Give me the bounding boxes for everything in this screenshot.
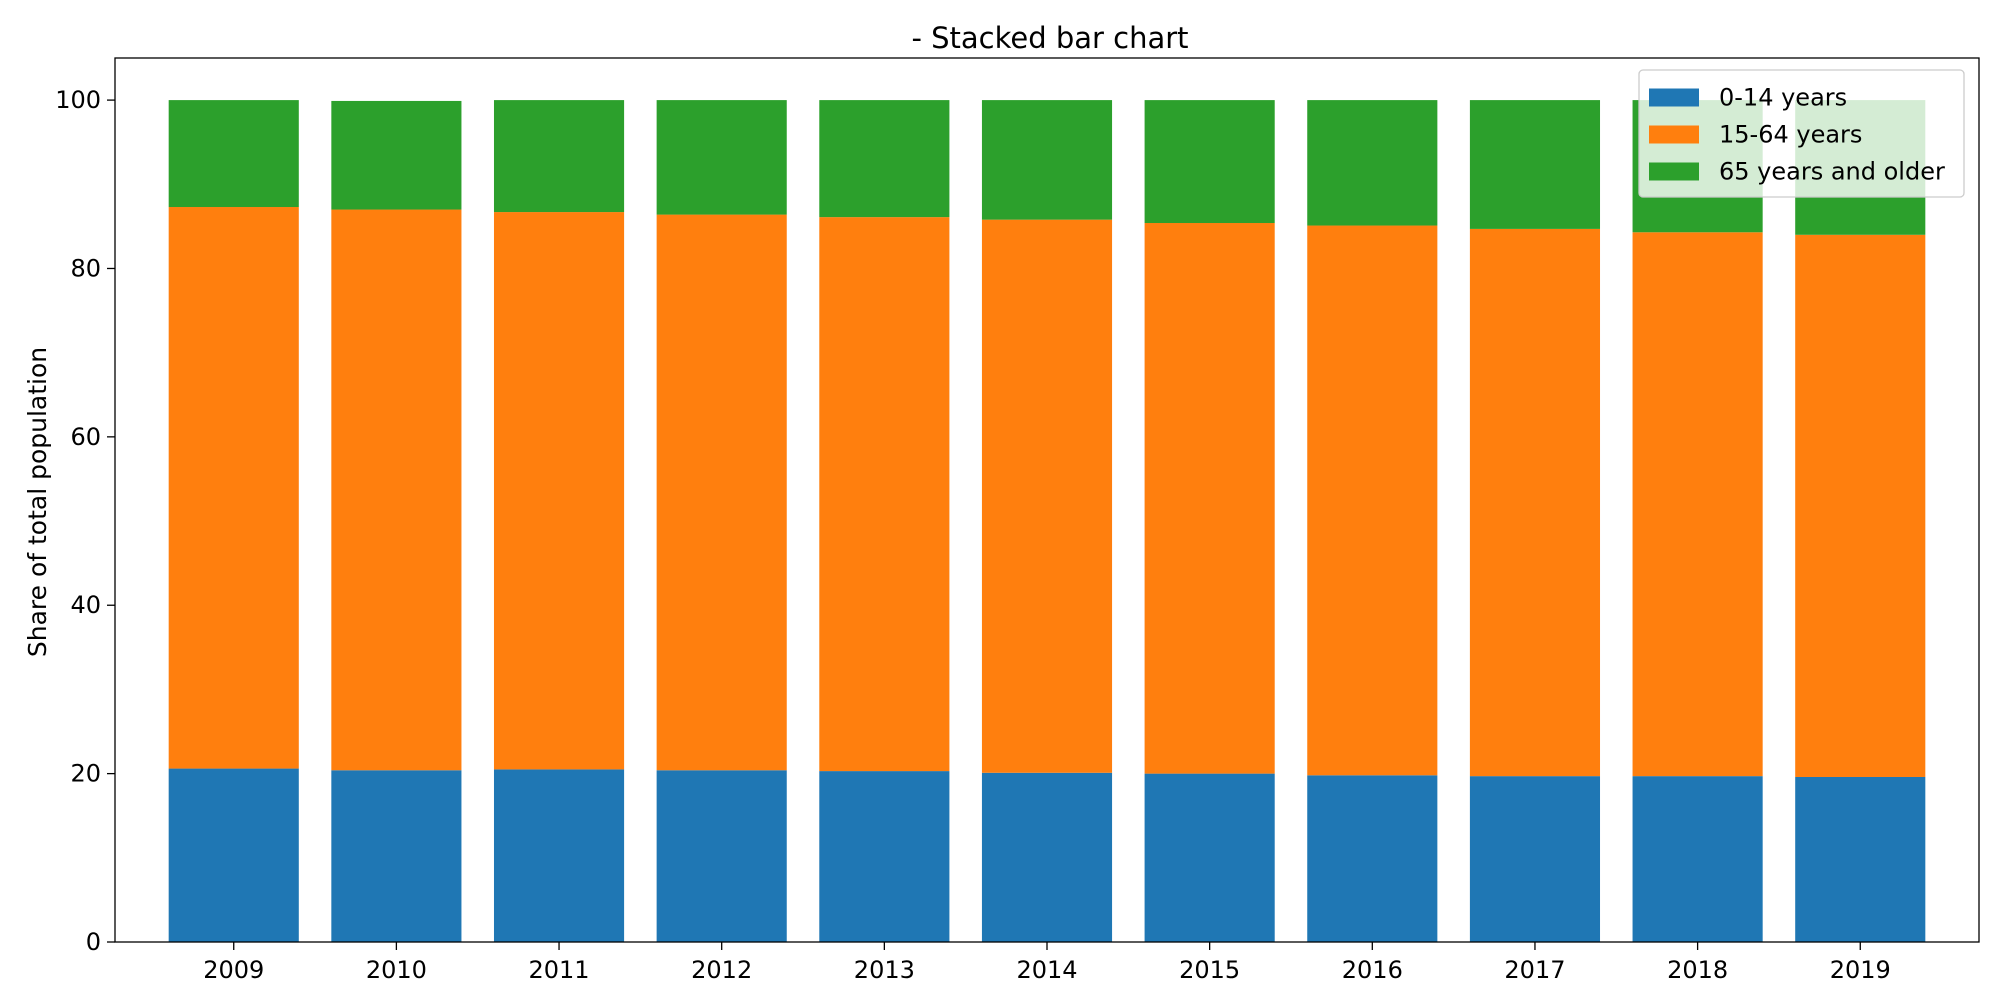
bar-segment-2017-series-0: [1469, 776, 1601, 942]
legend-swatch-1: [1649, 125, 1699, 144]
bar-segment-2012-series-2: [656, 100, 787, 215]
bar-segment-2010-series-0: [331, 770, 462, 942]
bar-segment-2016-series-1: [1307, 225, 1438, 776]
bar-segment-2009-series-2: [168, 100, 299, 208]
bar-segment-2009-series-0: [168, 768, 299, 942]
bar-segment-2015-series-2: [1144, 100, 1275, 224]
bar-segment-2018-series-0: [1632, 776, 1763, 942]
bar-segment-2012-series-1: [656, 214, 787, 771]
bar-segment-2009-series-1: [168, 207, 299, 769]
y-tick-label: 0: [86, 928, 101, 956]
bar-segment-2017-series-1: [1469, 228, 1601, 777]
bar-segment-2018-series-1: [1632, 232, 1763, 777]
x-tick-label: 2014: [1016, 956, 1077, 984]
x-tick-label: 2019: [1830, 956, 1891, 984]
legend-swatch-2: [1649, 162, 1699, 181]
bar-segment-2016-series-0: [1307, 775, 1438, 942]
bar-segment-2011-series-1: [493, 212, 625, 770]
legend-label-2: 65 years and older: [1719, 158, 1945, 186]
bar-segment-2014-series-2: [981, 100, 1113, 220]
bar-segment-2013-series-0: [819, 771, 950, 942]
bar-segment-2013-series-2: [819, 100, 950, 218]
x-tick-label: 2017: [1504, 956, 1565, 984]
y-tick-label: 100: [55, 86, 101, 114]
plot-area-frame: [114, 57, 1980, 943]
legend-frame: [1638, 69, 1965, 198]
x-tick-label: 2010: [366, 956, 427, 984]
legend: 0-14 years 15-64 years 65 years and older: [1638, 69, 1965, 198]
bar-segment-2012-series-0: [656, 770, 787, 942]
legend-label-0: 0-14 years: [1719, 84, 1847, 112]
y-axis-label: Share of total population: [23, 347, 52, 657]
y-tick-label: 80: [70, 254, 101, 282]
y-tick-label: 40: [70, 591, 101, 619]
bar-segment-2016-series-2: [1307, 100, 1438, 226]
bar-segment-2010-series-1: [331, 209, 462, 771]
y-tick-label: 60: [70, 423, 101, 451]
bar-segment-2014-series-1: [981, 219, 1113, 773]
ticks-layer: 0 20 40 60 80 100 2009 2010 2011 2012 2013 2014 2015…: [55, 86, 1891, 984]
bar-segment-2011-series-2: [493, 100, 625, 213]
bar-segment-2019-series-1: [1795, 234, 1926, 777]
y-tick-label: 20: [70, 760, 101, 788]
bar-segment-2015-series-1: [1144, 223, 1275, 774]
x-tick-label: 2018: [1667, 956, 1728, 984]
x-tick-label: 2009: [203, 956, 264, 984]
x-tick-label: 2015: [1179, 956, 1240, 984]
x-tick-label: 2011: [529, 956, 590, 984]
bar-segment-2013-series-1: [819, 217, 950, 772]
x-tick-label: 2016: [1342, 956, 1403, 984]
x-tick-label: 2013: [854, 956, 915, 984]
bar-segment-2010-series-2: [331, 100, 462, 210]
bar-segment-2011-series-0: [493, 769, 625, 942]
bar-segment-2017-series-2: [1469, 100, 1601, 229]
bar-segment-2019-series-0: [1795, 776, 1926, 942]
chart-title: - Stacked bar chart: [911, 21, 1188, 55]
bar-segment-2014-series-0: [981, 772, 1113, 942]
bars-layer: [168, 100, 1926, 942]
legend-label-1: 15-64 years: [1719, 121, 1862, 149]
bar-segment-2015-series-0: [1144, 773, 1275, 942]
legend-swatch-0: [1649, 88, 1699, 107]
x-tick-label: 2012: [691, 956, 752, 984]
